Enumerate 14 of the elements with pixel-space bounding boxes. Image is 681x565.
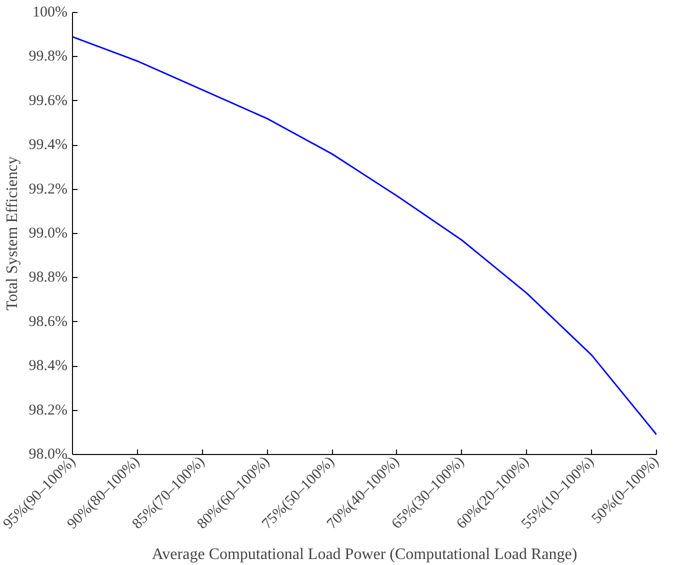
y-tick-label: 99.4%: [28, 137, 68, 154]
y-tick-label: 98.6%: [28, 314, 68, 330]
y-tick-label: 99.6%: [28, 92, 68, 109]
y-tick-label: 98.2%: [28, 402, 68, 418]
y-tick-label: 98.8%: [28, 270, 68, 286]
y-tick-label: 99.2%: [28, 181, 68, 198]
x-axis-title: Average Computational Load Power (Computational Load Range): [152, 546, 578, 563]
line-series: [72, 36, 656, 436]
y-axis-title: Total System Efficiency: [4, 156, 21, 311]
y-tick-label: 98.0%: [28, 446, 68, 462]
y-tick-label: 99.8%: [28, 48, 68, 65]
y-tick-label: 98.4%: [28, 358, 68, 374]
y-tick-label: 100%: [32, 4, 68, 20]
y-tick-label: 99.0%: [28, 226, 68, 242]
